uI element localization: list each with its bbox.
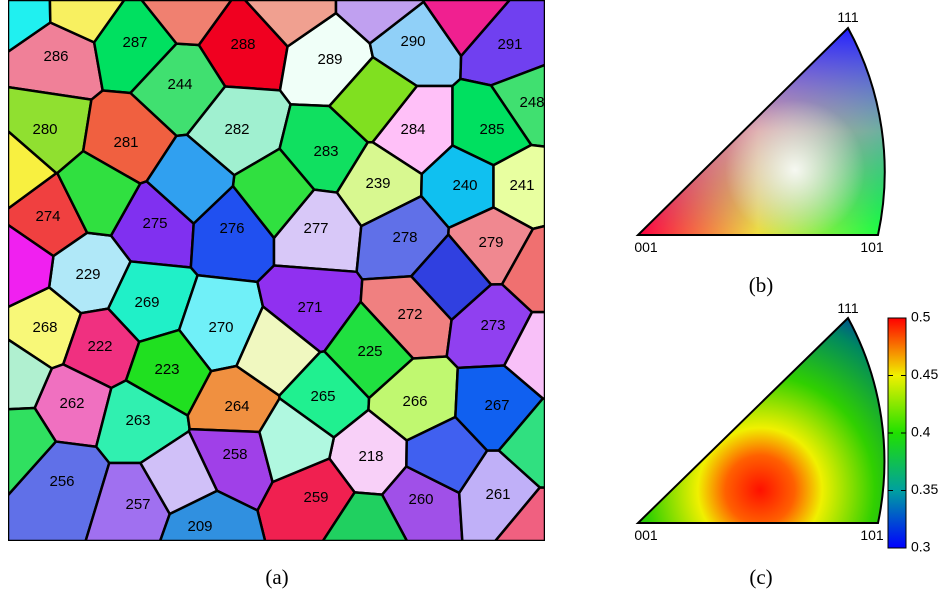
grain (8, 223, 55, 309)
corner-label: 111 (837, 300, 858, 316)
grain (321, 491, 409, 541)
caption: (a) (265, 565, 288, 589)
grain-label: 290 (400, 33, 425, 50)
grain (48, 0, 126, 44)
grain-label: 218 (358, 448, 383, 465)
grain-label: 278 (392, 229, 417, 246)
grain-label: 281 (113, 134, 138, 151)
grain (140, 0, 233, 47)
grain-label: 279 (478, 234, 503, 251)
grain-label: 222 (87, 338, 112, 355)
corner-label: 001 (634, 239, 658, 255)
tick-label: 0.3 (911, 539, 931, 555)
grain-label: 260 (408, 491, 433, 508)
grain-label: 239 (365, 175, 390, 192)
grain-label: 284 (400, 121, 425, 138)
grain-label: 244 (167, 76, 192, 93)
grain-label: 283 (313, 143, 338, 160)
grain (235, 305, 322, 397)
grain-label: 223 (154, 361, 179, 378)
tick-label: 0.4 (911, 424, 931, 440)
grain-label: 287 (122, 34, 147, 51)
density-triangle (635, 316, 886, 524)
grain (410, 233, 493, 322)
grain-label: 273 (480, 317, 505, 334)
tick-label: 0.5 (911, 309, 931, 325)
caption: (c) (749, 565, 772, 589)
grain-label: 274 (35, 208, 60, 225)
grain-label: 257 (125, 496, 150, 513)
grain (8, 406, 58, 497)
grain (56, 149, 142, 237)
grain-label: 267 (484, 397, 509, 414)
grain-label: 270 (208, 319, 233, 336)
grain-label: 264 (224, 398, 249, 415)
grain-label: 209 (187, 518, 212, 535)
grain-label: 262 (59, 395, 84, 412)
grain-label: 275 (142, 215, 167, 232)
grain-label: 263 (125, 412, 150, 429)
grain-label: 282 (224, 121, 249, 138)
grain (494, 486, 545, 541)
grain (139, 430, 219, 516)
grain-label: 256 (49, 473, 74, 490)
grain-label: 268 (32, 319, 57, 336)
grain-label: 277 (303, 220, 328, 237)
grain-label: 225 (357, 343, 382, 360)
grain-labels: 286 287 288 289 290 291 244 248 280 281 282 283 284 2… (32, 33, 544, 535)
grain-label: 269 (134, 294, 159, 311)
grain (328, 55, 419, 144)
grain-label: 258 (222, 446, 247, 463)
grain (405, 415, 489, 495)
corner-label: 001 (634, 527, 658, 543)
ipf-outline (635, 26, 886, 236)
grain-label: 285 (479, 121, 504, 138)
grain-label: 259 (303, 489, 328, 506)
grain-label: 288 (230, 36, 255, 53)
grain-label: 276 (219, 220, 244, 237)
grain (500, 224, 545, 314)
grain-label: 248 (519, 94, 544, 111)
grain-label: 240 (452, 177, 477, 194)
grain-label: 289 (317, 51, 342, 68)
grain-label: 272 (397, 306, 422, 323)
grain-label: 291 (497, 36, 522, 53)
grain (334, 0, 425, 45)
corner-label: 111 (837, 9, 858, 25)
tick-label: 0.45 (911, 366, 938, 382)
corner-label: 101 (860, 239, 884, 255)
colorbar-ticks: 0.3 0.35 0.4 0.45 0.5 (888, 309, 938, 555)
grain-label: 271 (297, 299, 322, 316)
grain (258, 397, 336, 484)
caption: (b) (749, 273, 774, 297)
grain-label: 265 (310, 388, 335, 405)
tick-label: 0.35 (911, 481, 938, 497)
grain (145, 133, 236, 225)
corner-label: 101 (860, 527, 884, 543)
grain-label: 261 (485, 486, 510, 503)
grain-label: 286 (43, 48, 68, 65)
grain (8, 129, 58, 210)
grain-map (8, 0, 545, 541)
grain-label: 266 (402, 393, 427, 410)
grain (422, 0, 511, 58)
grain-label: 229 (75, 266, 100, 283)
grain-label: 241 (509, 177, 534, 194)
grain-label: 280 (32, 121, 57, 138)
